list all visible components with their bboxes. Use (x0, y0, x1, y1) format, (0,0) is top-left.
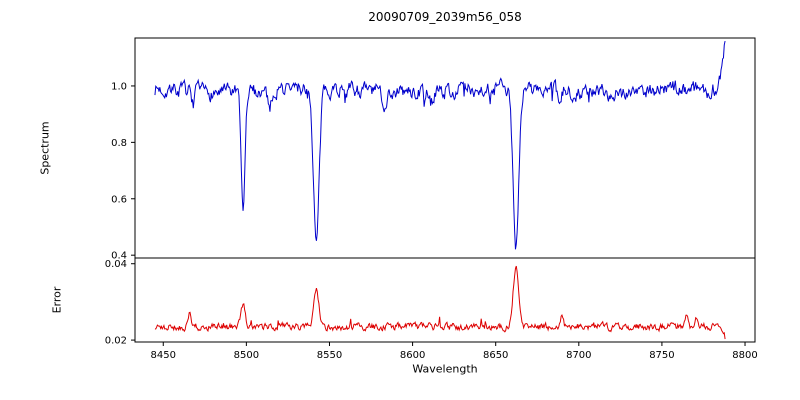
error-panel-box (134, 257, 756, 343)
spectrum-line (154, 40, 726, 250)
x-tick-label: 8550 (317, 350, 342, 361)
x-tick-label: 8450 (151, 350, 176, 361)
error-line (154, 265, 726, 340)
spectrum-tick-label: 0.8 (111, 138, 127, 149)
spectrum-panel-box (134, 37, 756, 259)
wavelength-axis-label: Wavelength (412, 362, 478, 376)
x-tick-label: 8650 (483, 350, 508, 361)
error-tick-label: 0.02 (105, 336, 127, 347)
spectrum-tick-label: 0.4 (111, 251, 127, 262)
x-tick-label: 8800 (732, 350, 757, 361)
chart-title: 20090709_2039m56_058 (368, 10, 522, 24)
spectrum-tick-label: 1.0 (111, 81, 127, 92)
x-tick-label: 8750 (649, 350, 674, 361)
error-tick-label: 0.04 (105, 259, 127, 270)
x-tick-label: 8500 (234, 350, 259, 361)
spectrum-tick-label: 0.6 (111, 194, 127, 205)
x-tick-label: 8600 (400, 350, 425, 361)
x-tick-label: 8700 (566, 350, 591, 361)
